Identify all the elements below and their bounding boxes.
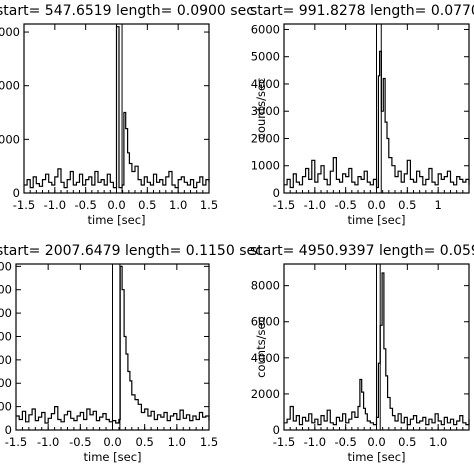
y-tick-label: 6000 (0, 25, 20, 39)
y-axis-label: counts/sec (254, 316, 268, 378)
panel-title: start= 547.6519 length= 0.0900 sec (0, 3, 254, 19)
y-tick-label: 0 (5, 423, 12, 437)
y-tick-label: 3000 (251, 104, 280, 118)
x-axis-label: time [sec] (88, 213, 146, 227)
x-tick-label: 0.5 (136, 435, 154, 449)
x-tick-label: 0.5 (138, 198, 156, 212)
y-tick-label: 2000 (0, 132, 20, 146)
y-tick-label: 10000 (0, 306, 12, 320)
light-curve (284, 272, 470, 426)
y-tick-label: 0 (273, 423, 280, 437)
x-axis-label: time [sec] (348, 450, 406, 464)
y-tick-label: 4000 (0, 376, 12, 390)
y-tick-label: 8000 (0, 329, 12, 343)
y-tick-label: 2000 (0, 400, 12, 414)
y-tick-label: 4000 (0, 79, 20, 93)
x-tick-label: -1.0 (37, 435, 59, 449)
x-tick-label: 1.0 (168, 435, 186, 449)
y-tick-label: 5000 (251, 50, 280, 64)
x-axis-label: time [sec] (348, 213, 406, 227)
light-curve (284, 50, 470, 189)
panel-title: start= 2007.6479 length= 0.1150 sec (0, 243, 263, 259)
y-tick-label: 6000 (0, 353, 12, 367)
x-tick-label: 0.5 (398, 198, 416, 212)
x-tick-label: -1.0 (304, 435, 326, 449)
x-tick-label: -0.5 (74, 198, 96, 212)
x-tick-label: -0.5 (334, 435, 356, 449)
panel-3: start= 2007.6479 length= 0.1150 sec 0 2000… (0, 243, 263, 464)
x-tick-label: 1.0 (429, 435, 447, 449)
x-tick-label: 1.5 (200, 435, 218, 449)
x-tick-label: 0.0 (103, 435, 121, 449)
y-tick-label: 0 (13, 186, 20, 200)
y-tick-label: 12000 (0, 283, 12, 297)
y-axis-label: counts/sec (254, 78, 268, 140)
y-tick-label: 4000 (251, 77, 280, 91)
y-tick-label: 0 (273, 186, 280, 200)
light-curve (24, 26, 210, 189)
y-tick-label: 6000 (251, 315, 280, 329)
y-tick-label: 14000 (0, 259, 12, 273)
x-tick-label: -0.5 (69, 435, 91, 449)
x-tick-label: -1.0 (304, 198, 326, 212)
x-tick-label: -1.5 (5, 435, 27, 449)
x-tick-label: 0.0 (107, 198, 125, 212)
x-tick-label: -1.5 (13, 198, 35, 212)
panel-title: start= 4950.9397 length= 0.0599 (250, 243, 474, 259)
panel-1: start= 547.6519 length= 0.0900 sec 0 2000 4… (0, 3, 254, 227)
y-tick-label: 8000 (251, 279, 280, 293)
x-tick-label: -1.5 (273, 435, 295, 449)
y-tick-label: 4000 (251, 351, 280, 365)
panel-4: start= 4950.9397 length= 0.0599 0 2000 4000… (250, 243, 474, 464)
y-tick-label: 2000 (251, 387, 280, 401)
y-tick-label: 1000 (251, 159, 280, 173)
x-tick-label: 0.0 (367, 435, 385, 449)
x-tick-label: 1.5 (200, 198, 218, 212)
light-curve (16, 265, 210, 424)
x-axis-label: time [sec] (84, 450, 142, 464)
x-tick-label: -1.0 (44, 198, 66, 212)
y-tick-label: 6000 (251, 22, 280, 36)
y-tick-label: 2000 (251, 131, 280, 145)
x-tick-label: 0.0 (367, 198, 385, 212)
x-tick-label: 0.5 (398, 435, 416, 449)
x-tick-label: -0.5 (334, 198, 356, 212)
x-tick-label: 1 (435, 198, 442, 212)
x-tick-label: 1.0 (169, 198, 187, 212)
x-tick-label: -1.5 (273, 198, 295, 212)
